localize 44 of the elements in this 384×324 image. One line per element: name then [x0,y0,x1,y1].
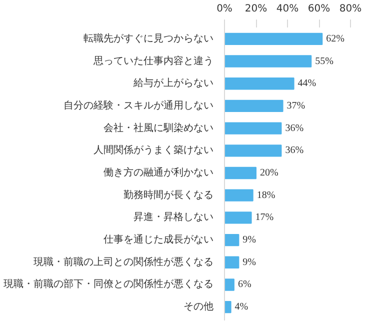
data-label: 36% [285,122,304,134]
data-label: 18% [256,190,276,201]
y-tick-label: 仕事を通じた成長がない [104,234,214,246]
y-tick-label: 自分の経験・スキルが通用しない [64,99,214,112]
data-label: 37% [286,100,306,112]
y-tick-label: 昇進・昇格しない [134,211,214,224]
bar [224,301,232,314]
y-tick-label: 人間関係がうまく築けない [94,144,214,156]
bar [224,55,312,68]
bar [224,234,240,246]
bar [224,212,252,224]
data-label: 9% [242,234,256,246]
data-label: 17% [255,212,274,224]
data-label: 36% [285,145,304,156]
x-tick-label: 20% [244,4,268,14]
data-label: 55% [315,56,334,67]
y-tick-label: 現職・前職の上司との関係性が悪くなる [34,256,214,268]
x-tick-label: 80% [339,4,362,14]
y-tick-label: 給与が上がらない [132,77,214,90]
x-tick-label: 40% [276,4,299,14]
y-tick-label: 勤務時間が長くなる [124,188,214,201]
y-tick-label: 思っていた仕事内容と違う [92,54,214,67]
bar [224,278,234,291]
x-tick-label: 60% [308,4,330,14]
y-tick-label: 現職・前職の部下・同僚との関係性が悪くなる [4,278,214,290]
bar [224,100,284,112]
data-label: 9% [242,256,256,268]
data-label: 4% [234,302,248,313]
bar [224,78,294,90]
data-label: 20% [260,168,278,178]
y-tick-label: 会社・社風に馴染めない [104,122,214,134]
bar [224,122,282,134]
x-tick-label: 0% [216,4,232,14]
data-label: 44% [298,78,316,90]
bar [224,189,254,202]
bar [224,144,282,157]
bar [224,166,256,180]
data-label: 6% [238,279,252,290]
y-tick-label: 働き方の融通が利かない [104,166,214,178]
y-tick-label: 転職先がすぐに見つからない [84,32,214,44]
bar [224,32,323,45]
bar [224,256,240,268]
y-tick-label: その他 [184,300,214,313]
data-label: 62% [326,33,344,44]
